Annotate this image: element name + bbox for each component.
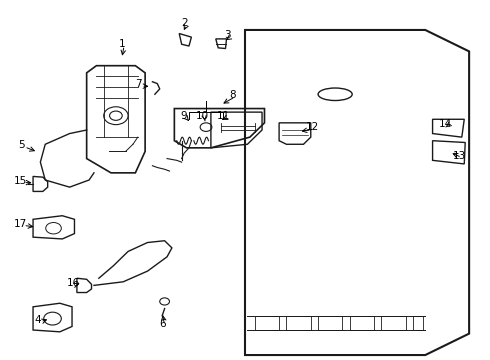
Text: 12: 12: [306, 122, 319, 132]
Text: 13: 13: [453, 151, 466, 161]
Text: 11: 11: [217, 111, 230, 121]
Text: 2: 2: [181, 18, 187, 28]
Text: 6: 6: [159, 319, 166, 329]
Text: 7: 7: [135, 79, 142, 89]
Text: 1: 1: [119, 39, 125, 49]
Text: 3: 3: [224, 30, 231, 40]
Text: 14: 14: [439, 118, 452, 129]
Text: 17: 17: [14, 219, 27, 229]
Text: 4: 4: [35, 315, 41, 325]
Text: 10: 10: [196, 111, 209, 121]
Text: 9: 9: [181, 111, 187, 121]
Text: 15: 15: [14, 176, 27, 186]
Text: 8: 8: [229, 90, 236, 100]
Text: 5: 5: [19, 140, 25, 150]
Text: 16: 16: [67, 278, 80, 288]
